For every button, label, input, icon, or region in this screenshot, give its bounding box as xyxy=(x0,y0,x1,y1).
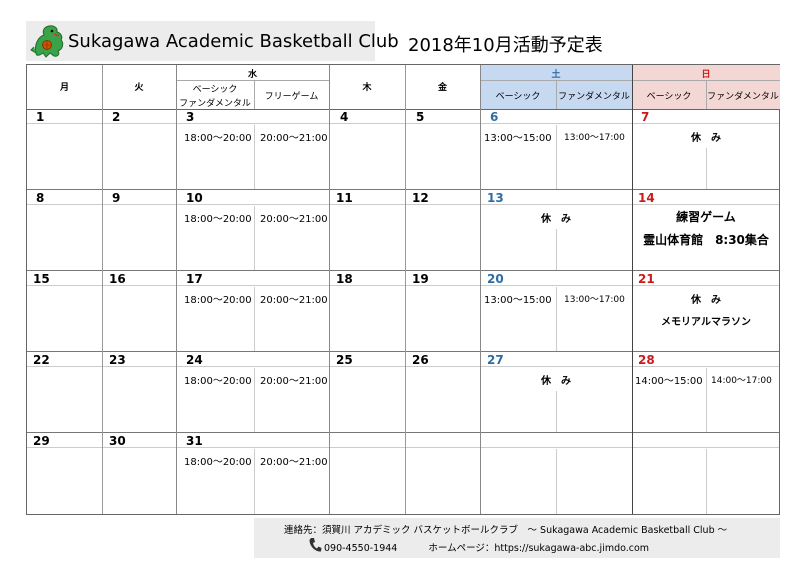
sat-basic-time: 13:00～15:00 xyxy=(484,133,552,144)
marathon-note: メモリアルマラソン xyxy=(661,317,751,328)
contact-line: 連絡先：須賀川 アカデミック バスケットボールクラブ ～ Sukagawa Ac… xyxy=(284,525,728,536)
day-number: 10 xyxy=(186,191,203,205)
day-number: 6 xyxy=(490,110,499,124)
weekday-sun: 日 xyxy=(701,70,711,80)
wed-free-time: 20:00～21:00 xyxy=(260,457,328,468)
rest-note: 休 み xyxy=(691,133,721,144)
wed-basic-time: 18:00～20:00 xyxy=(184,295,252,306)
rest-note: 休 み xyxy=(691,295,721,306)
rest-note: 休 み xyxy=(541,376,571,387)
day-number: 15 xyxy=(33,272,50,286)
weekday-tue: 火 xyxy=(134,83,144,93)
day-number: 12 xyxy=(412,191,429,205)
day-number: 28 xyxy=(638,353,655,367)
phone-homepage-line: 090-4550-1944 ホームページ：https://sukagawa-ab… xyxy=(310,540,649,554)
wed-free-time: 20:00～21:00 xyxy=(260,376,328,387)
wed-basic-label-2: ファンダメンタル xyxy=(179,99,251,109)
wed-free-time: 20:00～21:00 xyxy=(260,133,328,144)
weekday-sat: 土 xyxy=(551,70,561,80)
day-number: 27 xyxy=(487,353,504,367)
day-number: 1 xyxy=(36,110,45,124)
sat-fund-time: 13:00～17:00 xyxy=(564,133,625,143)
day-number: 4 xyxy=(340,110,349,124)
wed-free-label: フリーゲーム xyxy=(264,92,319,102)
day-number: 26 xyxy=(412,353,429,367)
weekday-fri: 金 xyxy=(437,83,447,93)
day-number: 31 xyxy=(186,434,203,448)
day-number: 23 xyxy=(109,353,126,367)
homepage-link[interactable]: ホームページ：https://sukagawa-abc.jimdo.com xyxy=(428,543,650,554)
dragon-logo-icon xyxy=(30,25,64,58)
weekday-wed: 水 xyxy=(247,70,257,80)
sat-basic-label: ベーシック xyxy=(495,92,541,102)
sun-fund-label: ファンダメンタル xyxy=(707,92,779,102)
day-number: 9 xyxy=(112,191,121,205)
day-number: 16 xyxy=(109,272,126,286)
day-number: 7 xyxy=(641,110,650,124)
wed-basic-time: 18:00～20:00 xyxy=(184,214,252,225)
day-number: 18 xyxy=(336,272,353,286)
day-number: 29 xyxy=(33,434,50,448)
weekday-thu: 木 xyxy=(362,83,372,93)
practice-game-note: 練習ゲーム xyxy=(676,210,736,224)
sun-basic-time: 14:00～15:00 xyxy=(635,376,703,387)
weekday-mon: 月 xyxy=(59,83,69,93)
sat-basic-time: 13:00～15:00 xyxy=(484,295,552,306)
day-number: 22 xyxy=(33,353,50,367)
day-number: 5 xyxy=(416,110,425,124)
day-number: 14 xyxy=(638,191,655,205)
wed-free-time: 20:00～21:00 xyxy=(260,214,328,225)
phone-number: 090-4550-1944 xyxy=(324,543,398,554)
day-number: 11 xyxy=(336,191,353,205)
wed-basic-time: 18:00～20:00 xyxy=(184,133,252,144)
day-number: 19 xyxy=(412,272,429,286)
rest-note: 休 み xyxy=(541,214,571,225)
day-number: 30 xyxy=(109,434,126,448)
wed-basic-label-1: ベーシック xyxy=(192,85,238,95)
day-number: 13 xyxy=(487,191,504,205)
sun-fund-time: 14:00～17:00 xyxy=(711,376,772,386)
sat-fund-time: 13:00～17:00 xyxy=(564,295,625,305)
calendar: 月 火 水 木 金 土 日 ベーシック ファンダメンタル フリーゲーム ベーシッ… xyxy=(26,64,780,515)
club-name: Sukagawa Academic Basketball Club xyxy=(68,31,399,52)
sat-fund-label: ファンダメンタル xyxy=(558,92,630,102)
wed-free-time: 20:00～21:00 xyxy=(260,295,328,306)
day-number: 17 xyxy=(186,272,203,286)
phone-icon xyxy=(309,538,322,552)
sun-basic-label: ベーシック xyxy=(646,92,692,102)
wed-basic-time: 18:00～20:00 xyxy=(184,457,252,468)
day-number: 25 xyxy=(336,353,353,367)
day-number: 20 xyxy=(487,272,504,286)
page-title: 2018年10月活動予定表 xyxy=(408,35,603,56)
day-number: 8 xyxy=(36,191,45,205)
venue-note: 霊山体育館 8:30集合 xyxy=(643,233,769,247)
day-number: 24 xyxy=(186,353,203,367)
day-number: 21 xyxy=(638,272,655,286)
wed-basic-time: 18:00～20:00 xyxy=(184,376,252,387)
footer-contact: 連絡先：須賀川 アカデミック バスケットボールクラブ ～ Sukagawa Ac… xyxy=(254,518,780,558)
day-number: 3 xyxy=(186,110,195,124)
day-number: 2 xyxy=(112,110,121,124)
club-header: Sukagawa Academic Basketball Club xyxy=(26,21,399,61)
